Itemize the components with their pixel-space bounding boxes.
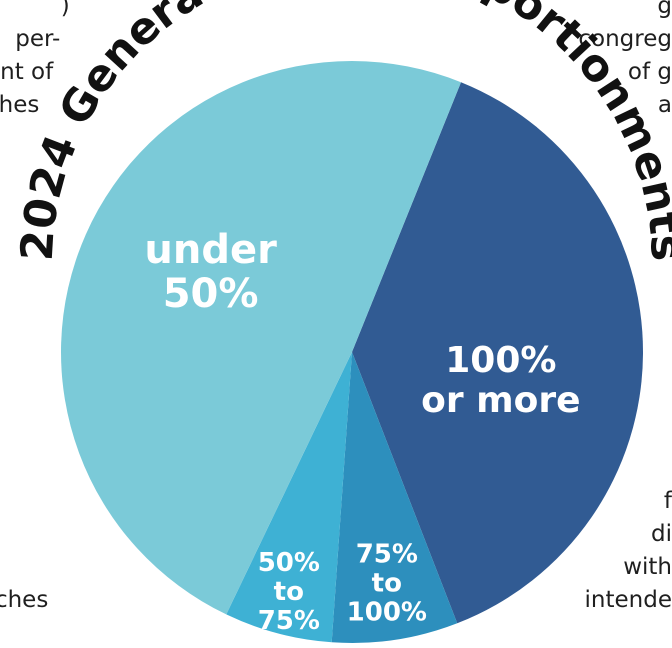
pie-slice-label: 75% to 100% [347, 539, 427, 627]
pie-slice-label-line: 100% [445, 340, 556, 381]
pie-slice-label-line: 75% [356, 539, 418, 569]
background-text-right-line: of g [627, 59, 672, 85]
pie-slices [60, 60, 644, 643]
pie-slice-label: 50% to 75% [258, 548, 320, 636]
pie-slice-label-line: 100% [347, 597, 427, 627]
background-text-left-line: d [0, 122, 70, 155]
background-text-right-line: with [623, 554, 672, 580]
pie-slice [331, 352, 458, 643]
pie-slice-label-line: under [144, 227, 277, 273]
pie-slice-label-line: 50% [258, 548, 320, 578]
pie-slice-label: under 50% [144, 227, 277, 317]
background-text-left-line: ( ) [60, 0, 70, 19]
background-text-right-line: g [657, 0, 672, 19]
background-text-right-line: intende [584, 587, 672, 613]
pie-slice-label: 100% or more [421, 340, 580, 421]
background-text-left-line: ches [0, 92, 40, 118]
pie-slice [226, 352, 352, 643]
background-text-left-line: n [0, 485, 70, 518]
background-text-left-line: rches [0, 587, 49, 613]
background-text-right-line: congreg [578, 26, 672, 52]
pie-slice-label-line: 50% [163, 271, 259, 317]
background-text-right-line: di [651, 521, 672, 547]
background-text-right-line: f [663, 488, 672, 514]
pie-slice-label-line: to [274, 577, 304, 607]
pie-slice-label-line: or more [421, 380, 580, 421]
background-article-text-right: g congreg of g a f di with intende [578, 0, 672, 617]
background-text-right-line: a [657, 92, 672, 118]
background-text-left-line: 6 per- [0, 26, 61, 52]
pie-slice-label-line: to [372, 568, 402, 598]
pie-slice [60, 60, 462, 615]
pie-slice-label-line: 75% [258, 606, 320, 636]
pie-slice [352, 82, 644, 624]
background-text-left-line: ent of [0, 59, 54, 85]
background-article-text-left: ( ) 6 per-ent of ches d n rches [0, 0, 70, 617]
